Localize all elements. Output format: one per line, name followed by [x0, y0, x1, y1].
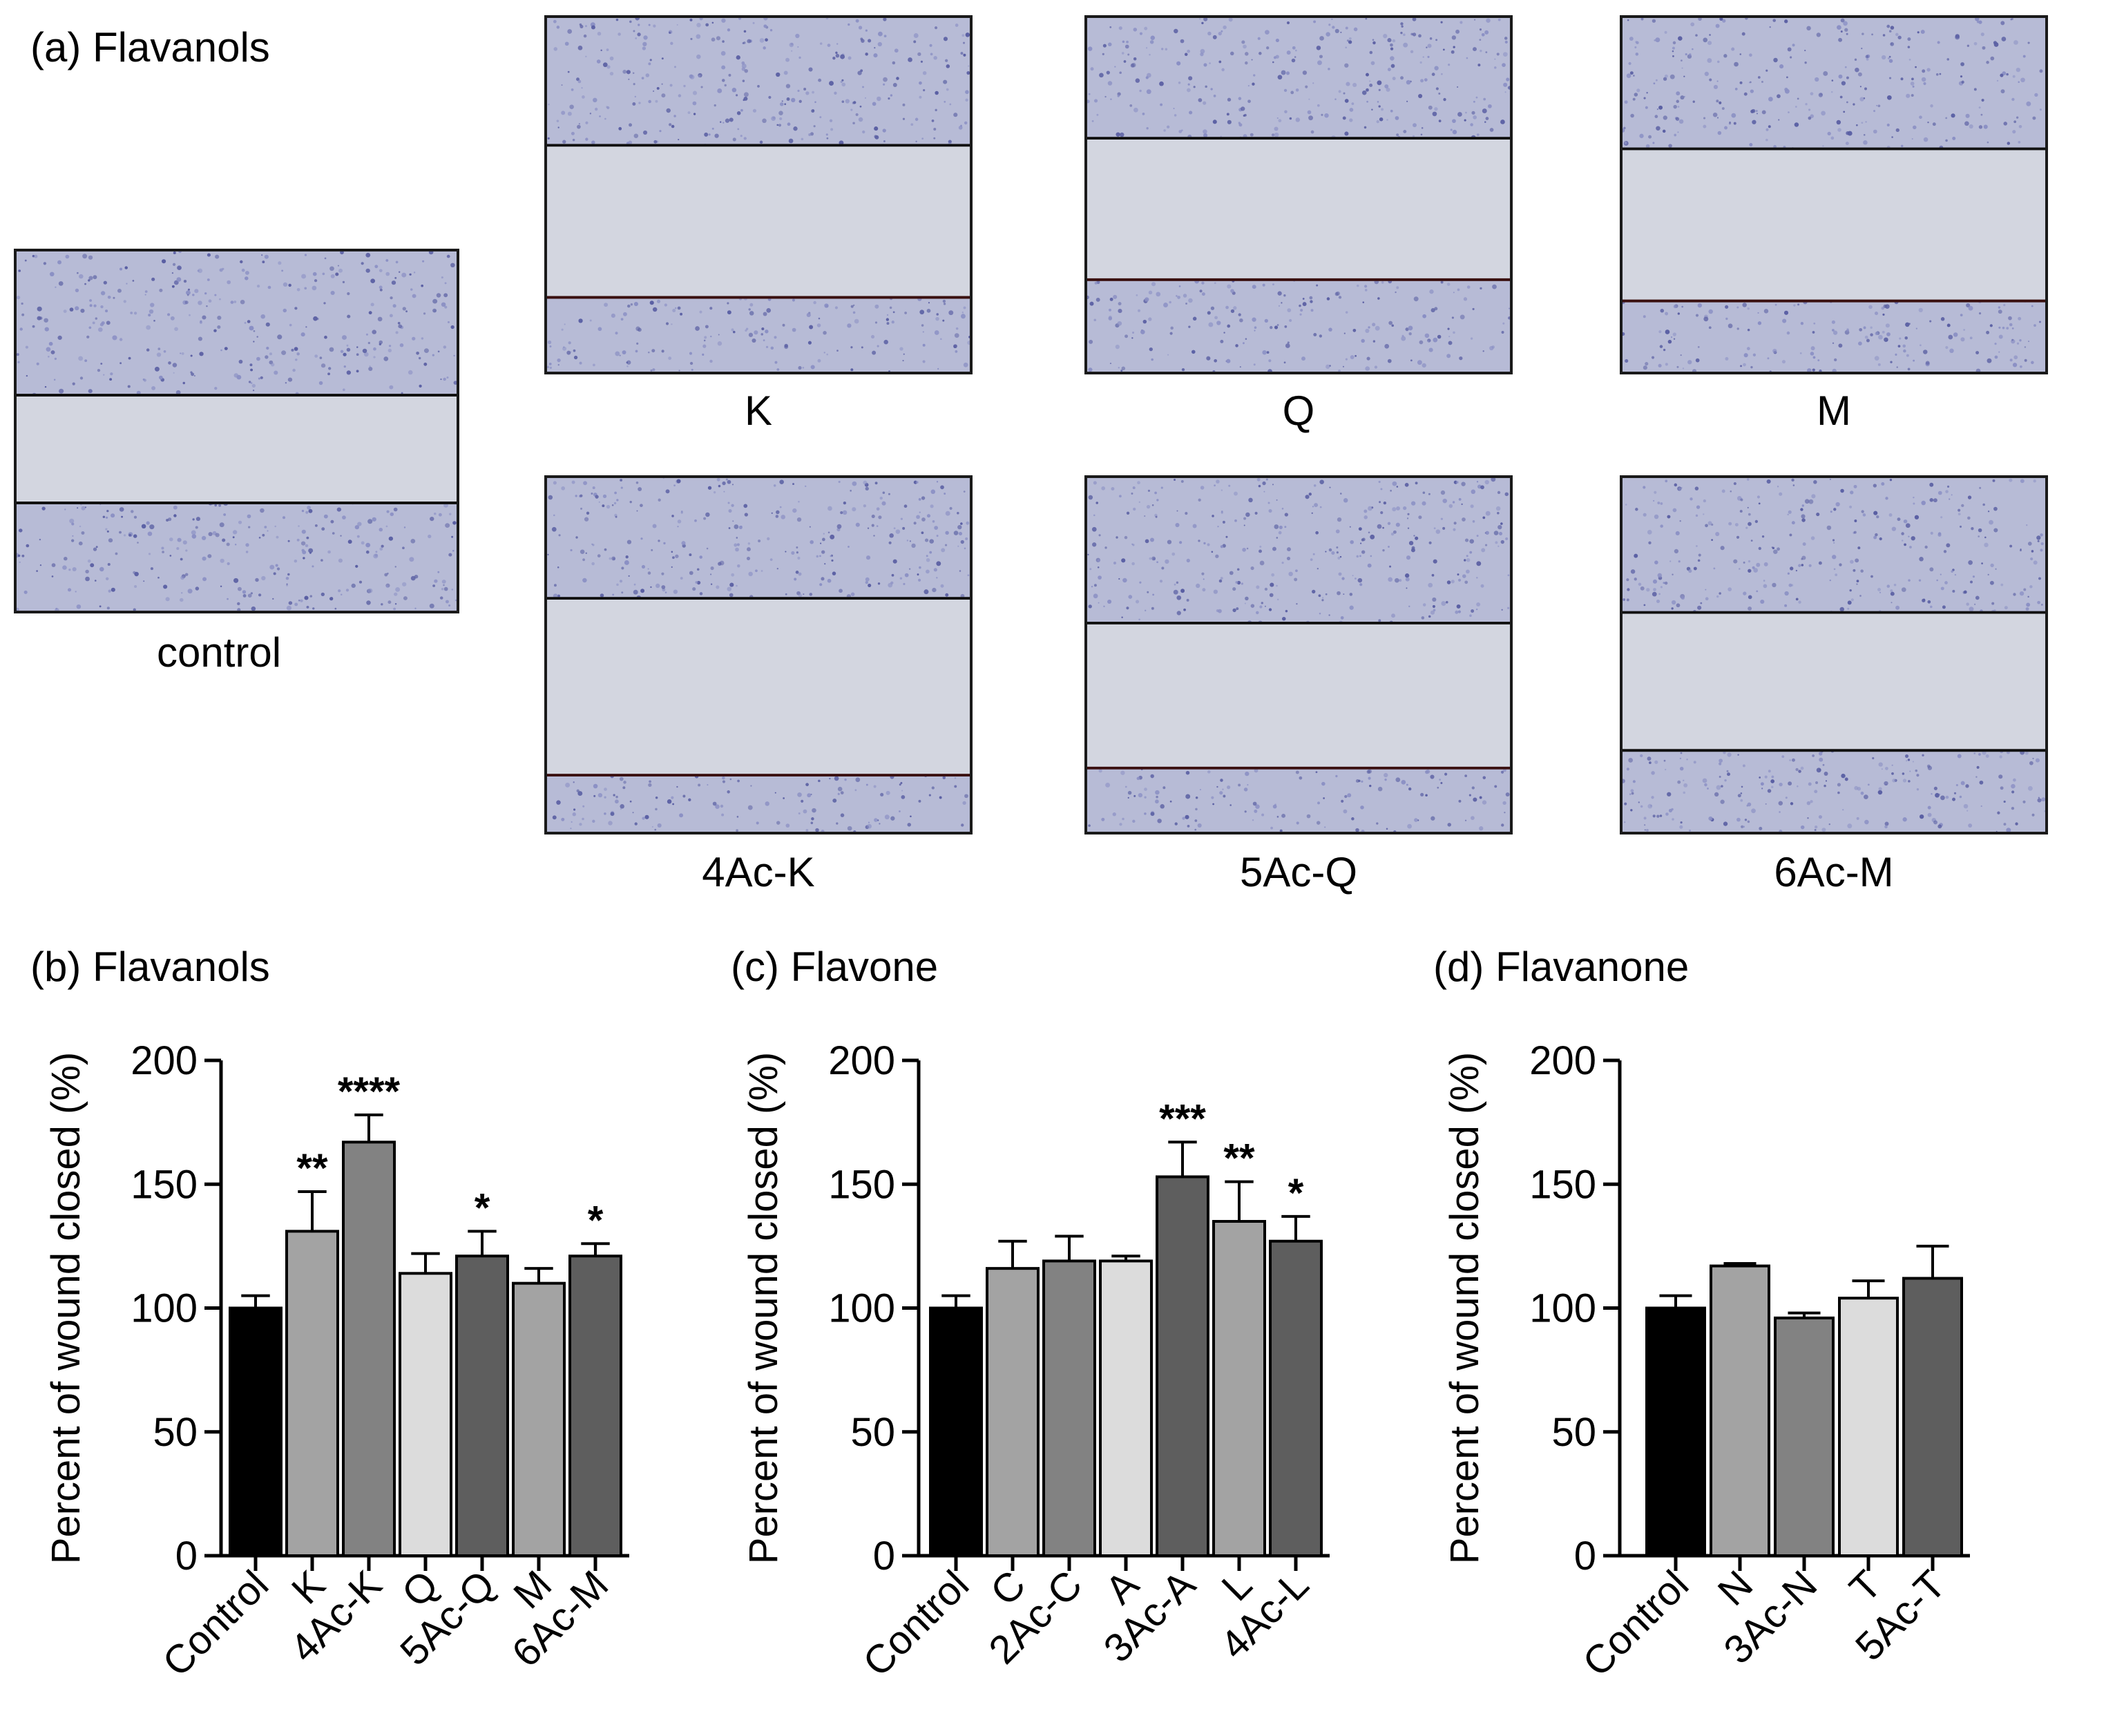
y-tick-label: 0 — [873, 1534, 895, 1578]
chart-panel-1: (c) Flavone Percent of wound closed (%) 0 5… — [731, 944, 1330, 1685]
x-tick-label: Control — [154, 1562, 277, 1685]
significance-label: ** — [296, 1146, 328, 1191]
bar-5Ac-Q — [455, 1255, 509, 1557]
y-tick-label: 50 — [153, 1410, 198, 1455]
bar-Control — [929, 1306, 983, 1557]
micrograph-M — [1620, 15, 2048, 374]
micrograph-K — [544, 15, 973, 374]
significance-label: *** — [1159, 1096, 1206, 1141]
bar-charts: (b) Flavanols Percent of wound closed (%)… — [30, 944, 1970, 1685]
bar-C — [986, 1267, 1040, 1557]
bar-Control — [1645, 1306, 1706, 1557]
chart-title: (b) Flavanols — [30, 944, 270, 990]
significance-label: * — [588, 1198, 604, 1243]
y-tick-label: 50 — [1551, 1410, 1596, 1455]
y-tick-label: 0 — [1574, 1534, 1596, 1578]
micrograph-5Ac-Q — [1084, 475, 1513, 834]
micrograph-label-K: K — [744, 388, 773, 434]
significance-label: * — [475, 1185, 490, 1230]
y-tick-label: 200 — [1529, 1038, 1596, 1083]
chart-title: (c) Flavone — [731, 944, 938, 990]
y-tick-label: 100 — [828, 1286, 895, 1331]
significance-label: **** — [338, 1069, 401, 1114]
y-tick-label: 100 — [131, 1286, 198, 1331]
bar-N — [1710, 1264, 1770, 1558]
bar-6Ac-M — [568, 1255, 622, 1557]
y-tick-label: 150 — [131, 1162, 198, 1207]
micrograph-label-4Ac-K: 4Ac-K — [702, 849, 815, 895]
y-axis-label: Percent of wound closed (%) — [1442, 1052, 1487, 1564]
panel-a-title: (a) Flavanols — [30, 24, 270, 70]
micrograph-label-control: control — [156, 629, 282, 676]
bar-3Ac-A — [1156, 1175, 1209, 1557]
bar-Q — [399, 1272, 452, 1558]
y-tick-label: 200 — [828, 1038, 895, 1083]
chart-title: (d) Flavanone — [1433, 944, 1689, 990]
micrograph-control — [14, 249, 459, 613]
micrograph-Q — [1084, 15, 1513, 374]
chart-panel-0: (b) Flavanols Percent of wound closed (%)… — [30, 944, 629, 1685]
y-axis-label: Percent of wound closed (%) — [741, 1052, 786, 1564]
micrograph-label-M: M — [1817, 388, 1851, 434]
bar-Control — [229, 1306, 283, 1557]
micrograph-label-Q: Q — [1282, 388, 1315, 434]
bar-K — [285, 1230, 339, 1557]
bar-5Ac-T — [1902, 1277, 1963, 1557]
bar-4Ac-K — [342, 1141, 396, 1558]
bar-4Ac-L — [1269, 1239, 1323, 1557]
micrograph-6Ac-M — [1620, 475, 2048, 834]
y-tick-label: 0 — [175, 1534, 198, 1578]
significance-label: ** — [1223, 1136, 1255, 1181]
significance-label: * — [1288, 1171, 1304, 1216]
micrograph-label-5Ac-Q: 5Ac-Q — [1239, 849, 1358, 895]
y-tick-label: 150 — [828, 1162, 895, 1207]
bar-2Ac-C — [1042, 1259, 1096, 1557]
y-tick-label: 50 — [850, 1410, 895, 1455]
bar-M — [512, 1281, 566, 1558]
y-tick-label: 200 — [131, 1038, 198, 1083]
y-tick-label: 150 — [1529, 1162, 1596, 1207]
micrograph-label-6Ac-M: 6Ac-M — [1774, 849, 1894, 895]
chart-panel-2: (d) Flavanone Percent of wound closed (%)… — [1433, 944, 1970, 1685]
bar-T — [1838, 1297, 1899, 1558]
x-tick-label: Control — [1574, 1562, 1697, 1685]
y-axis-label: Percent of wound closed (%) — [44, 1052, 88, 1564]
y-tick-label: 100 — [1529, 1286, 1596, 1331]
bar-L — [1212, 1220, 1266, 1558]
x-tick-label: Control — [854, 1562, 977, 1685]
bar-A — [1099, 1259, 1153, 1557]
bar-3Ac-N — [1774, 1316, 1835, 1557]
micrograph-4Ac-K — [544, 475, 973, 834]
